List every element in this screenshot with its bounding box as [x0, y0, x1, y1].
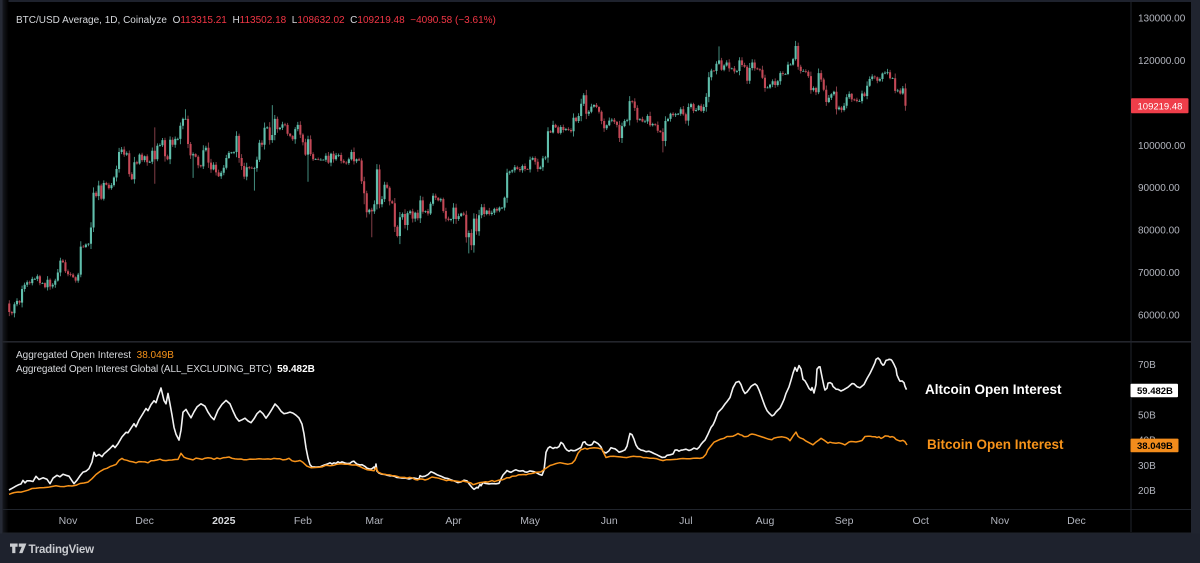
svg-text:90000.00: 90000.00: [1138, 183, 1180, 194]
svg-text:70000.00: 70000.00: [1138, 268, 1180, 279]
svg-text:20B: 20B: [1138, 486, 1156, 497]
svg-text:Jun: Jun: [601, 515, 618, 527]
svg-text:Dec: Dec: [1067, 515, 1086, 527]
svg-text:Bitcoin Open Interest: Bitcoin Open Interest: [927, 437, 1064, 452]
svg-text:Dec: Dec: [135, 515, 154, 527]
svg-text:130000.00: 130000.00: [1138, 14, 1186, 25]
svg-text:80000.00: 80000.00: [1138, 226, 1180, 237]
svg-text:Jul: Jul: [679, 515, 692, 527]
svg-text:100000.00: 100000.00: [1138, 141, 1186, 152]
svg-text:109219.48: 109219.48: [1138, 101, 1183, 112]
svg-text:Feb: Feb: [294, 515, 312, 527]
svg-text:Nov: Nov: [59, 515, 78, 527]
svg-text:Apr: Apr: [445, 515, 462, 527]
svg-text:TradingView: TradingView: [29, 544, 95, 556]
svg-text:120000.00: 120000.00: [1138, 56, 1186, 67]
svg-text:38.049B: 38.049B: [1137, 441, 1173, 452]
svg-text:59.482B: 59.482B: [1137, 386, 1173, 397]
svg-text:2025: 2025: [212, 515, 236, 527]
svg-text:Sep: Sep: [835, 515, 854, 527]
svg-text:60000.00: 60000.00: [1138, 311, 1180, 322]
svg-text:Nov: Nov: [991, 515, 1010, 527]
svg-text:Oct: Oct: [913, 515, 929, 527]
svg-text:70B: 70B: [1138, 360, 1156, 371]
svg-text:Aug: Aug: [756, 515, 775, 527]
svg-text:30B: 30B: [1138, 461, 1156, 472]
svg-text:Aggregated Open Interest Globa: Aggregated Open Interest Global (ALL_EXC…: [16, 364, 315, 375]
svg-text:May: May: [520, 515, 541, 527]
svg-text:BTC/USD Average, 1D, Coinalyze: BTC/USD Average, 1D, Coinalyze O113315.2…: [16, 15, 496, 26]
svg-text:50B: 50B: [1138, 410, 1156, 421]
svg-text:Aggregated Open Interest 38.0: Aggregated Open Interest 38.049B: [16, 350, 174, 361]
svg-text:Mar: Mar: [365, 515, 384, 527]
svg-text:Altcoin Open Interest: Altcoin Open Interest: [925, 382, 1062, 397]
